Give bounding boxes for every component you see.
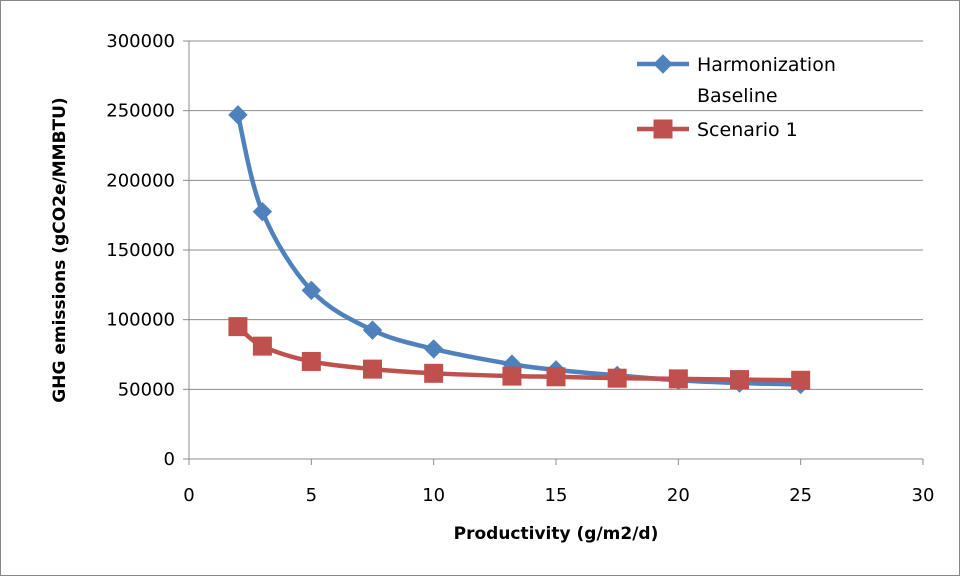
- data-point: [502, 366, 522, 386]
- data-point: [791, 370, 811, 390]
- legend-item: Scenario 1: [637, 119, 798, 141]
- x-tick-label: 15: [545, 485, 568, 506]
- y-tick-label: 0: [164, 449, 175, 470]
- gridlines: [189, 40, 923, 390]
- y-axis-title: GHG emissions (gCO2e/MMBTU): [50, 97, 70, 402]
- legend-label: Scenario 1: [697, 119, 798, 141]
- x-tick-label: 30: [912, 485, 935, 506]
- y-tick-label: 200000: [106, 170, 175, 191]
- x-tick-label: 0: [183, 485, 194, 506]
- data-point: [668, 369, 688, 389]
- y-tick-label: 300000: [106, 31, 175, 52]
- legend-label: Baseline: [697, 85, 778, 107]
- series-layer: [228, 105, 811, 395]
- data-point: [424, 363, 444, 383]
- y-tick-label: 50000: [118, 379, 175, 400]
- legend-label: Harmonization: [697, 54, 836, 76]
- data-point: [730, 370, 749, 390]
- data-point: [423, 339, 444, 359]
- y-tick-label: 100000: [106, 310, 175, 331]
- data-point: [228, 317, 248, 337]
- data-point: [228, 105, 248, 125]
- axes: 0 50000 100000 150000 200000 250000 300000 0 5 10…: [106, 31, 934, 506]
- data-point: [546, 367, 566, 387]
- y-tick-label: 150000: [106, 240, 175, 261]
- legend-marker: [653, 54, 673, 74]
- x-tick-label: 10: [422, 485, 445, 506]
- data-point: [607, 368, 627, 388]
- x-axis-title: Productivity (g/m2/d): [454, 524, 659, 544]
- data-point: [252, 336, 272, 356]
- data-point: [252, 201, 273, 222]
- data-point: [301, 351, 321, 371]
- y-tick-label: 250000: [106, 101, 175, 122]
- legend-item: Harmonization Baseline: [637, 54, 836, 107]
- x-tick-label: 5: [306, 485, 317, 506]
- data-point: [362, 320, 383, 340]
- legend-marker: [653, 119, 673, 139]
- data-point: [363, 359, 382, 379]
- data-point: [301, 280, 322, 301]
- x-tick-label: 25: [789, 485, 812, 506]
- legend: Harmonization Baseline Scenario 1: [637, 54, 836, 141]
- x-tick-label: 20: [667, 485, 690, 506]
